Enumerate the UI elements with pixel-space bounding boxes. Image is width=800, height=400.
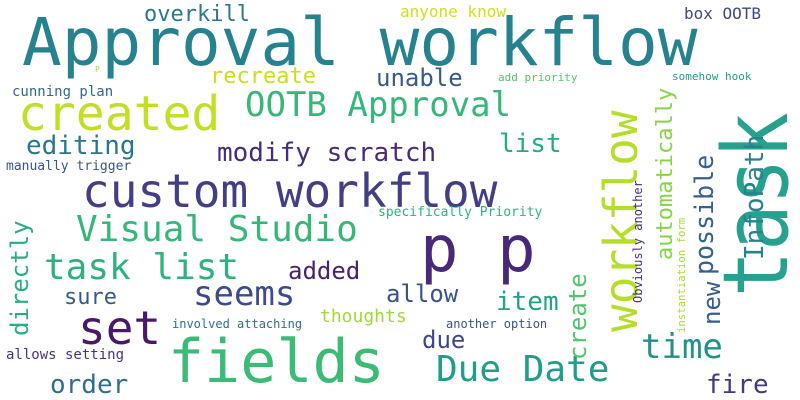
word-list: list: [499, 129, 562, 159]
word-unable: unable: [376, 64, 463, 92]
word-obviously-another: Obviously another: [631, 180, 645, 303]
word-seems: seems: [193, 274, 296, 314]
word-due-date: Due Date: [436, 349, 610, 390]
word-sure: sure: [64, 285, 117, 310]
word-p-p: p p: [420, 213, 536, 287]
word-set: set: [78, 301, 162, 355]
word-box-ootb: box OOTB: [684, 4, 762, 23]
word-fields: fields: [168, 327, 385, 397]
word-add-priority: add priority: [498, 71, 578, 84]
word-infopath: InfoPath: [740, 134, 770, 260]
word-cunning-plan: cunning plan: [12, 84, 114, 100]
word-custom-workflow: custom workflow: [82, 164, 498, 218]
word-time: time: [641, 327, 723, 367]
word-directly: directly: [6, 220, 34, 336]
word-due: due: [422, 326, 466, 354]
word-editing: editing: [26, 131, 136, 161]
word-created: created: [18, 86, 221, 142]
word-instantiation-form: instantiation form: [675, 217, 688, 333]
word-automatically: automatically: [653, 87, 678, 260]
word-somehow-hook: somehow hook: [672, 70, 752, 83]
word-manually-trigger: manually trigger: [6, 159, 132, 174]
word-possible: possible: [690, 154, 720, 275]
word-allows-setting: allows setting: [6, 347, 125, 363]
word-another-option: another option: [446, 317, 548, 331]
word-approval-workflow: Approval workflow: [22, 4, 698, 81]
word-order: order: [50, 370, 129, 400]
word-create: create: [564, 273, 592, 360]
word-overkill: overkill: [144, 2, 250, 27]
word-allow: allow: [386, 280, 459, 308]
word-modify-scratch: modify scratch: [217, 138, 437, 168]
word-specifically-priority: specifically Priority: [378, 205, 543, 220]
word-added: added: [288, 257, 361, 285]
word-task-list: task list: [44, 247, 240, 288]
word-new: new: [698, 281, 726, 325]
word-visual-studio: Visual Studio: [76, 209, 358, 250]
word-fire: fire: [706, 370, 769, 400]
word-ootb-approval: OOTB Approval: [245, 85, 512, 125]
word-thoughts: thoughts: [320, 306, 407, 327]
word-anyone-know: anyone know: [400, 2, 506, 21]
word-involved-attaching: involved attaching: [172, 317, 303, 331]
word-p-small: P: [95, 65, 100, 74]
word-item: item: [496, 287, 559, 317]
word-recreate: recreate: [210, 64, 316, 89]
